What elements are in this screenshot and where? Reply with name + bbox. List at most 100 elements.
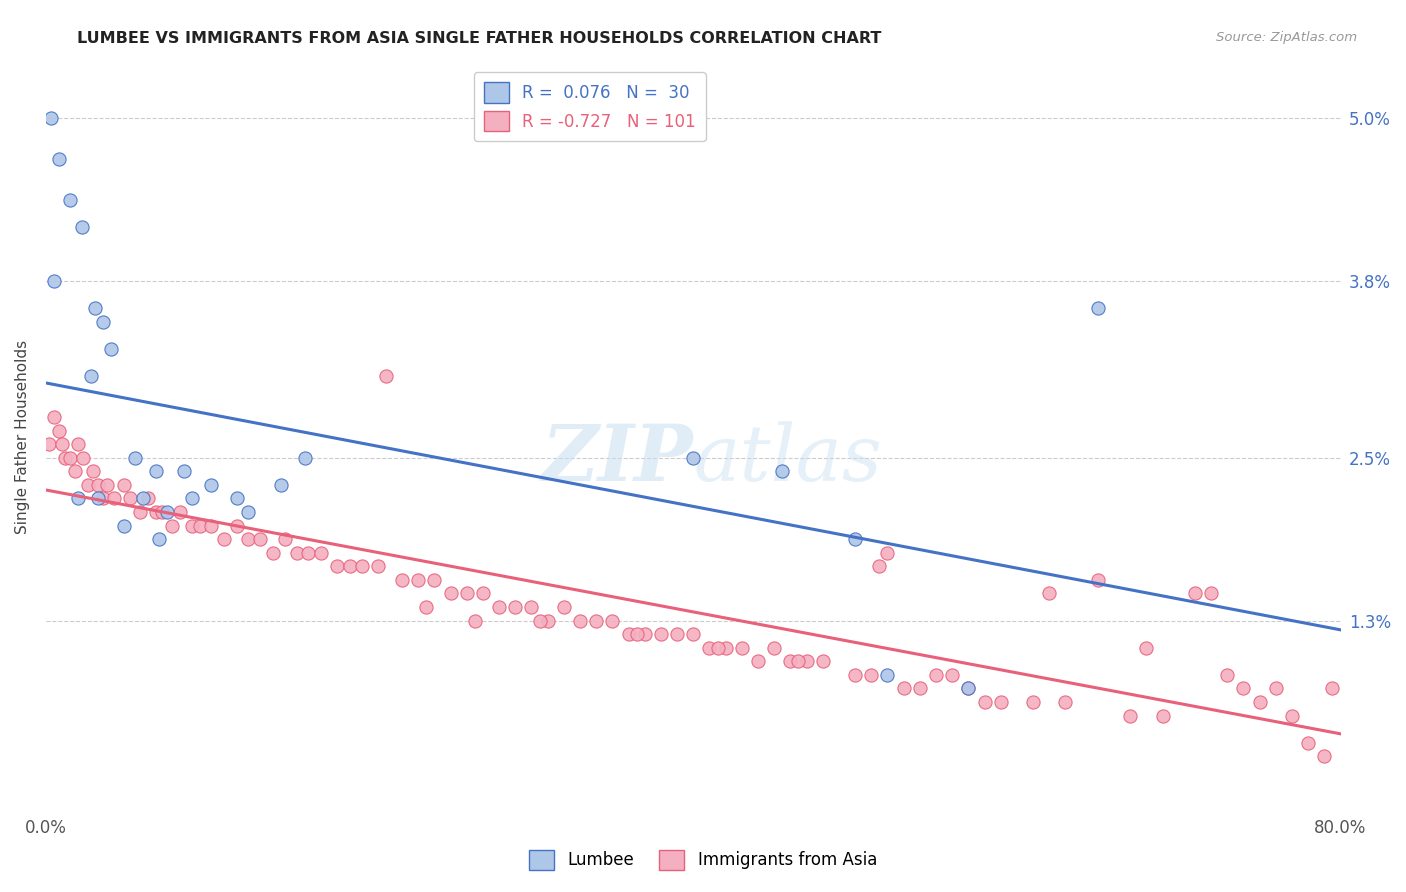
Point (367, 559, 389, 574)
Y-axis label: Single Father Households: Single Father Households (15, 340, 30, 534)
Point (80, 369, 103, 384)
Point (200, 518, 222, 533)
Point (585, 614, 607, 628)
Point (811, 654, 834, 668)
Point (602, 614, 624, 628)
Point (1264, 681, 1286, 696)
Point (83, 301, 105, 316)
Point (42, 409, 65, 424)
Point (180, 491, 202, 506)
Point (1152, 708, 1174, 723)
Point (439, 586, 461, 600)
Point (990, 695, 1012, 709)
Point (274, 532, 297, 546)
Point (96, 477, 118, 491)
Point (682, 627, 704, 641)
Point (553, 599, 575, 614)
Point (1022, 695, 1045, 709)
Point (63, 464, 86, 478)
Point (868, 559, 890, 574)
Point (188, 518, 211, 533)
Point (238, 505, 260, 519)
Point (1281, 708, 1303, 723)
Point (77, 477, 100, 491)
Point (456, 586, 478, 600)
Point (297, 546, 319, 560)
Text: LUMBEE VS IMMIGRANTS FROM ASIA SINGLE FATHER HOUSEHOLDS CORRELATION CHART: LUMBEE VS IMMIGRANTS FROM ASIA SINGLE FA… (77, 31, 882, 46)
Point (87, 491, 110, 506)
Point (294, 450, 316, 465)
Point (173, 464, 195, 478)
Point (1038, 586, 1060, 600)
Point (406, 573, 429, 587)
Point (100, 342, 122, 356)
Point (860, 668, 883, 682)
Point (529, 614, 551, 628)
Point (666, 627, 689, 641)
Point (145, 464, 167, 478)
Point (569, 614, 592, 628)
Point (1216, 668, 1239, 682)
Point (160, 518, 183, 533)
Point (731, 640, 754, 655)
Point (925, 668, 948, 682)
Point (779, 654, 801, 668)
Point (893, 681, 915, 696)
Point (70, 219, 93, 234)
Point (148, 532, 170, 546)
Point (1199, 586, 1222, 600)
Point (374, 369, 396, 384)
Point (72, 450, 94, 465)
Point (285, 546, 308, 560)
Point (1232, 681, 1254, 696)
Point (763, 640, 786, 655)
Point (42, 274, 65, 288)
Point (156, 505, 179, 519)
Point (682, 450, 704, 465)
Point (770, 464, 793, 478)
Point (415, 599, 437, 614)
Point (650, 627, 672, 641)
Point (844, 532, 866, 546)
Point (112, 477, 135, 491)
Point (957, 681, 980, 696)
Text: Source: ZipAtlas.com: Source: ZipAtlas.com (1216, 31, 1357, 45)
Point (908, 681, 931, 696)
Point (706, 640, 728, 655)
Point (941, 668, 963, 682)
Point (957, 681, 980, 696)
Point (91, 315, 114, 329)
Point (226, 491, 249, 506)
Point (876, 668, 898, 682)
Point (124, 450, 146, 465)
Point (787, 654, 810, 668)
Point (634, 627, 657, 641)
Point (747, 654, 769, 668)
Point (1087, 573, 1109, 587)
Point (270, 477, 292, 491)
Point (120, 491, 142, 506)
Point (51, 437, 73, 451)
Point (67, 437, 90, 451)
Point (617, 627, 640, 641)
Point (796, 654, 818, 668)
Point (520, 599, 543, 614)
Point (488, 599, 510, 614)
Point (67, 491, 90, 506)
Point (136, 491, 159, 506)
Point (59, 193, 82, 207)
Point (48, 424, 70, 438)
Point (1087, 301, 1109, 316)
Point (226, 518, 249, 533)
Point (145, 505, 167, 519)
Point (249, 532, 271, 546)
Point (91, 491, 114, 506)
Point (626, 627, 648, 641)
Point (238, 532, 260, 546)
Point (503, 599, 526, 614)
Legend: Lumbee, Immigrants from Asia: Lumbee, Immigrants from Asia (523, 843, 883, 877)
Point (180, 518, 202, 533)
Point (1296, 736, 1319, 750)
Point (55, 450, 77, 465)
Point (1119, 708, 1142, 723)
